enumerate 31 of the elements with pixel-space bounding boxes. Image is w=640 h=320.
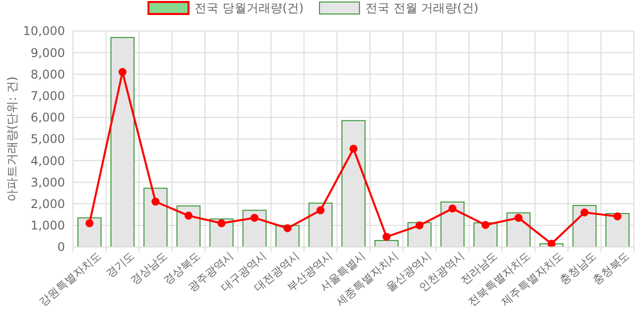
legend-label: 전국 전월 거래량(건) (366, 1, 478, 16)
y-tick-label: 7,000 (30, 89, 65, 103)
point (316, 206, 324, 214)
y-tick-label: 2,000 (30, 197, 65, 211)
y-tick-label: 10,000 (23, 24, 65, 38)
point (250, 214, 258, 222)
point (284, 224, 292, 232)
point (482, 220, 490, 229)
y-tick-label: 6,000 (30, 110, 65, 125)
point (350, 144, 358, 153)
y-tick-label: 8,000 (30, 67, 65, 82)
point (614, 212, 622, 220)
point (448, 204, 456, 213)
y-tick-label: 4,000 (30, 154, 65, 168)
point (86, 219, 94, 228)
point (152, 198, 160, 206)
point (218, 219, 226, 228)
point (184, 212, 192, 220)
y-tick-label: 1,000 (30, 218, 65, 233)
point (548, 240, 556, 248)
y-tick-label: 3,000 (30, 175, 65, 190)
y-tick-label: 9,000 (30, 46, 65, 60)
y-tick-label: 5,000 (30, 132, 65, 146)
y-tick-label: 0 (57, 240, 65, 254)
point (514, 214, 522, 222)
point (580, 208, 588, 216)
point (416, 221, 424, 230)
point (118, 68, 126, 76)
y-axis-title: 아파트거래량(단위: 건) (5, 76, 19, 202)
legend-label: 전국 당월거래량(건) (194, 1, 304, 16)
point (382, 232, 390, 241)
